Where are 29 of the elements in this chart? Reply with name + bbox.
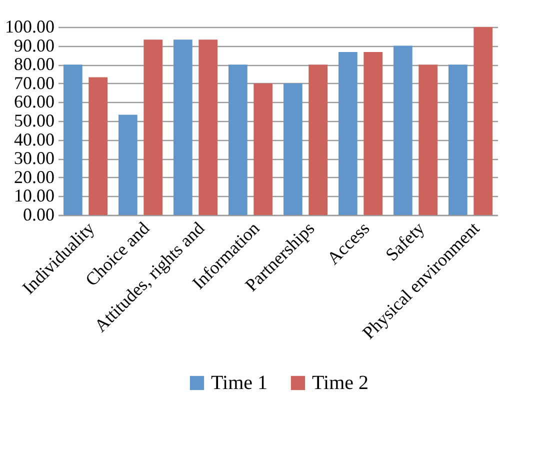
bar: [198, 40, 218, 215]
y-tick-label: 90.00: [14, 35, 54, 56]
y-tick-label: 70.00: [14, 72, 54, 93]
bar: [394, 46, 412, 215]
y-tick-label: 10.00: [14, 186, 54, 206]
bar: [144, 40, 162, 215]
bar: [284, 83, 302, 215]
bar: [254, 83, 272, 215]
bar: [418, 64, 438, 215]
bar: [474, 27, 492, 215]
bar: [118, 114, 138, 215]
y-tick-label: 60.00: [14, 92, 54, 112]
y-tick-label: 30.00: [14, 148, 54, 168]
bar: [338, 52, 358, 215]
y-tick-label: 80.00: [14, 54, 54, 74]
bar: [228, 64, 248, 215]
y-tick-label: 50.00: [14, 110, 54, 130]
bar: [308, 64, 328, 215]
bar: [88, 77, 108, 215]
bar: [174, 40, 192, 215]
y-tick-label: 0.00: [23, 204, 54, 224]
y-tick-label: 100.00: [5, 16, 54, 36]
y-tick-label: 20.00: [14, 166, 54, 187]
bar: [364, 52, 382, 215]
y-tick-label: 40.00: [14, 129, 54, 150]
legend-label: Time 2: [312, 372, 369, 394]
bar: [64, 64, 82, 215]
bar: [448, 64, 468, 215]
legend-label: Time 1: [211, 372, 268, 394]
